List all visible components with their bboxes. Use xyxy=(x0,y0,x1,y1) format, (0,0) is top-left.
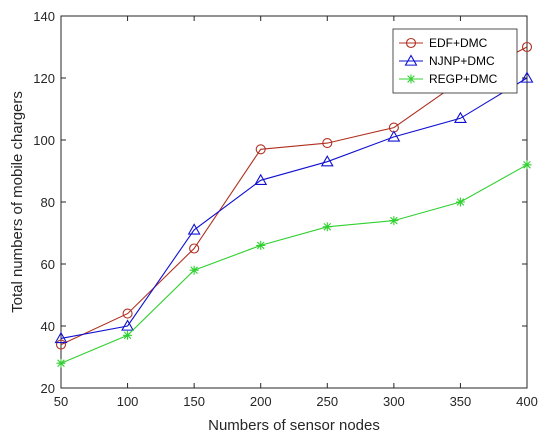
x-tick-label: 300 xyxy=(383,394,405,409)
x-tick-label: 200 xyxy=(250,394,272,409)
y-tick-label: 100 xyxy=(33,133,55,148)
data-point-njnp-dmc xyxy=(453,111,467,123)
x-axis-title: Numbers of sensor nodes xyxy=(208,417,380,434)
data-point-njnp-dmc xyxy=(121,319,135,331)
axes: 50 100 150 200 250 300 350 400 20 40 60 80 100 120 140 xyxy=(33,9,538,409)
data-point-edf-dmc xyxy=(55,339,67,350)
data-point-regp-dmc xyxy=(56,358,66,368)
data-point-regp-dmc xyxy=(389,216,399,226)
data-point-regp-dmc xyxy=(189,265,199,275)
series-line-regp-dmc xyxy=(60,164,528,364)
data-point-regp-dmc xyxy=(256,240,266,250)
data-point-edf-dmc xyxy=(255,144,266,155)
x-tick-label: 150 xyxy=(183,394,205,409)
data-point-regp-dmc xyxy=(123,330,133,340)
data-point-njnp-dmc xyxy=(520,71,534,83)
legend: EDF+DMC NJNP+DMC REGP+DMC xyxy=(392,28,518,94)
y-tick-label: 60 xyxy=(41,257,55,272)
legend-label-edf-dmc: EDF+DMC xyxy=(429,36,488,50)
y-tick-label: 140 xyxy=(33,9,55,24)
legend-marker-regp-dmc xyxy=(406,74,416,84)
data-point-edf-dmc xyxy=(189,243,200,254)
x-tick-label: 400 xyxy=(516,394,538,409)
data-point-njnp-dmc xyxy=(320,155,334,167)
legend-marker-njnp-dmc xyxy=(404,54,418,66)
legend-label-regp-dmc: REGP+DMC xyxy=(429,72,498,86)
x-tick-label: 100 xyxy=(117,394,139,409)
y-tick-label: 120 xyxy=(33,71,55,86)
y-tick-label: 80 xyxy=(41,195,55,210)
y-tick-label: 20 xyxy=(41,381,55,396)
data-point-regp-dmc xyxy=(522,160,532,170)
data-point-njnp-dmc xyxy=(187,223,201,235)
data-point-njnp-dmc xyxy=(54,331,68,344)
legend-label-njnp-dmc: NJNP+DMC xyxy=(429,54,495,68)
data-point-edf-dmc xyxy=(322,138,333,149)
data-point-edf-dmc xyxy=(122,308,133,319)
series-regp-dmc xyxy=(56,160,532,368)
x-tick-label: 250 xyxy=(316,394,338,409)
legend-marker-edf-dmc xyxy=(405,37,417,49)
y-axis-title: Total numbers of mobile chargers xyxy=(9,91,26,313)
data-point-regp-dmc xyxy=(322,222,332,232)
data-point-njnp-dmc xyxy=(387,130,401,142)
data-point-edf-dmc xyxy=(521,41,533,53)
series-njnp-dmc xyxy=(54,71,534,344)
x-tick-label: 50 xyxy=(54,394,68,409)
data-point-regp-dmc xyxy=(455,197,465,207)
data-point-njnp-dmc xyxy=(254,173,268,185)
series-line-njnp-dmc xyxy=(60,77,528,339)
y-tick-label: 40 xyxy=(41,319,55,334)
x-tick-label: 350 xyxy=(450,394,472,409)
